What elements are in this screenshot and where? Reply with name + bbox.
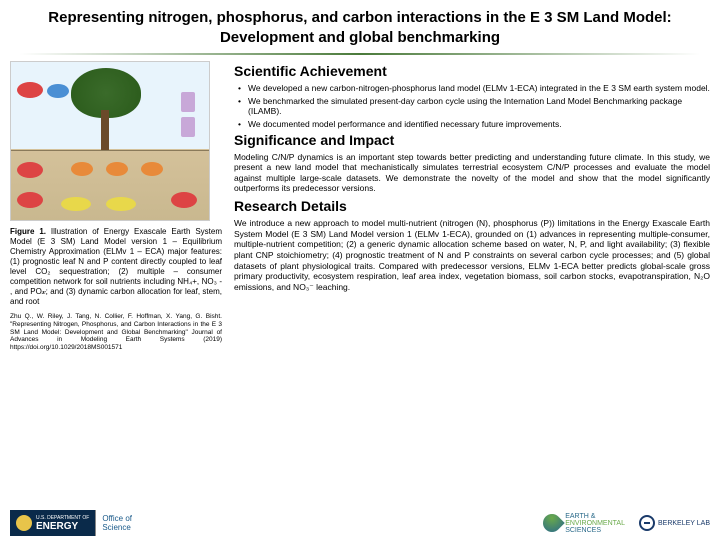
ees-line1: EARTH & [565, 513, 625, 520]
doe-top-text: U.S. DEPARTMENT OF [36, 515, 89, 521]
bullet-item: •We documented model performance and ide… [238, 119, 710, 130]
doe-seal-icon [16, 515, 32, 531]
bullet-text: We documented model performance and iden… [248, 119, 562, 130]
lbl-text: BERKELEY LAB [658, 520, 710, 527]
office-science-logo: Office of Science [95, 510, 138, 536]
significance-paragraph: Modeling C/N/P dynamics is an important … [234, 152, 710, 195]
left-column: Figure 1. Illustration of Energy Exascal… [10, 61, 230, 352]
main-content: Figure 1. Illustration of Energy Exascal… [0, 61, 720, 352]
red-oval-icon [171, 192, 197, 208]
bullet-item: •We benchmarked the simulated present-da… [238, 96, 710, 117]
bullet-text: We developed a new carbon-nitrogen-phosp… [248, 83, 710, 94]
orange-oval-icon [71, 162, 93, 176]
bullet-item: •We developed a new carbon-nitrogen-phos… [238, 83, 710, 94]
figure-1-diagram [10, 61, 210, 221]
figure-caption: Figure 1. Illustration of Energy Exascal… [10, 227, 222, 307]
caption-bold: Figure 1. [10, 227, 46, 236]
red-oval-icon [17, 82, 43, 98]
yellow-oval-icon [61, 197, 91, 211]
achievement-heading: Scientific Achievement [234, 63, 710, 79]
sc-line1: Office of [102, 514, 132, 523]
significance-heading: Significance and Impact [234, 132, 710, 148]
achievement-bullets: •We developed a new carbon-nitrogen-phos… [234, 83, 710, 130]
blue-oval-icon [47, 84, 69, 98]
purple-box-icon [181, 92, 195, 112]
doe-logo: U.S. DEPARTMENT OF ENERGY [10, 510, 95, 536]
footer-logos: U.S. DEPARTMENT OF ENERGY Office of Scie… [10, 510, 710, 536]
red-oval-icon [17, 162, 43, 178]
sc-line2: Science [102, 523, 132, 532]
research-heading: Research Details [234, 198, 710, 214]
ees-logo: EARTH & ENVIRONMENTAL SCIENCES [543, 510, 625, 536]
ees-line3: SCIENCES [565, 527, 625, 534]
bullet-text: We benchmarked the simulated present-day… [248, 96, 710, 117]
research-paragraph: We introduce a new approach to model mul… [234, 218, 710, 292]
leaf-icon [539, 510, 564, 535]
title-divider [20, 53, 700, 55]
berkeley-lab-logo: BERKELEY LAB [639, 510, 710, 536]
orange-oval-icon [141, 162, 163, 176]
caption-text: Illustration of Energy Exascale Earth Sy… [10, 227, 222, 306]
lbl-mark-icon [639, 515, 655, 531]
citation-text: Zhu Q., W. Riley, J. Tang, N. Collier, F… [10, 313, 222, 352]
right-column: Scientific Achievement •We developed a n… [230, 61, 710, 352]
doe-text: ENERGY [36, 521, 89, 532]
ees-line2: ENVIRONMENTAL [565, 520, 625, 527]
red-oval-icon [17, 192, 43, 208]
tree-trunk-icon [101, 110, 109, 150]
page-title: Representing nitrogen, phosphorus, and c… [0, 0, 720, 51]
yellow-oval-icon [106, 197, 136, 211]
purple-box-icon [181, 117, 195, 137]
orange-oval-icon [106, 162, 128, 176]
soil-line [11, 150, 209, 151]
